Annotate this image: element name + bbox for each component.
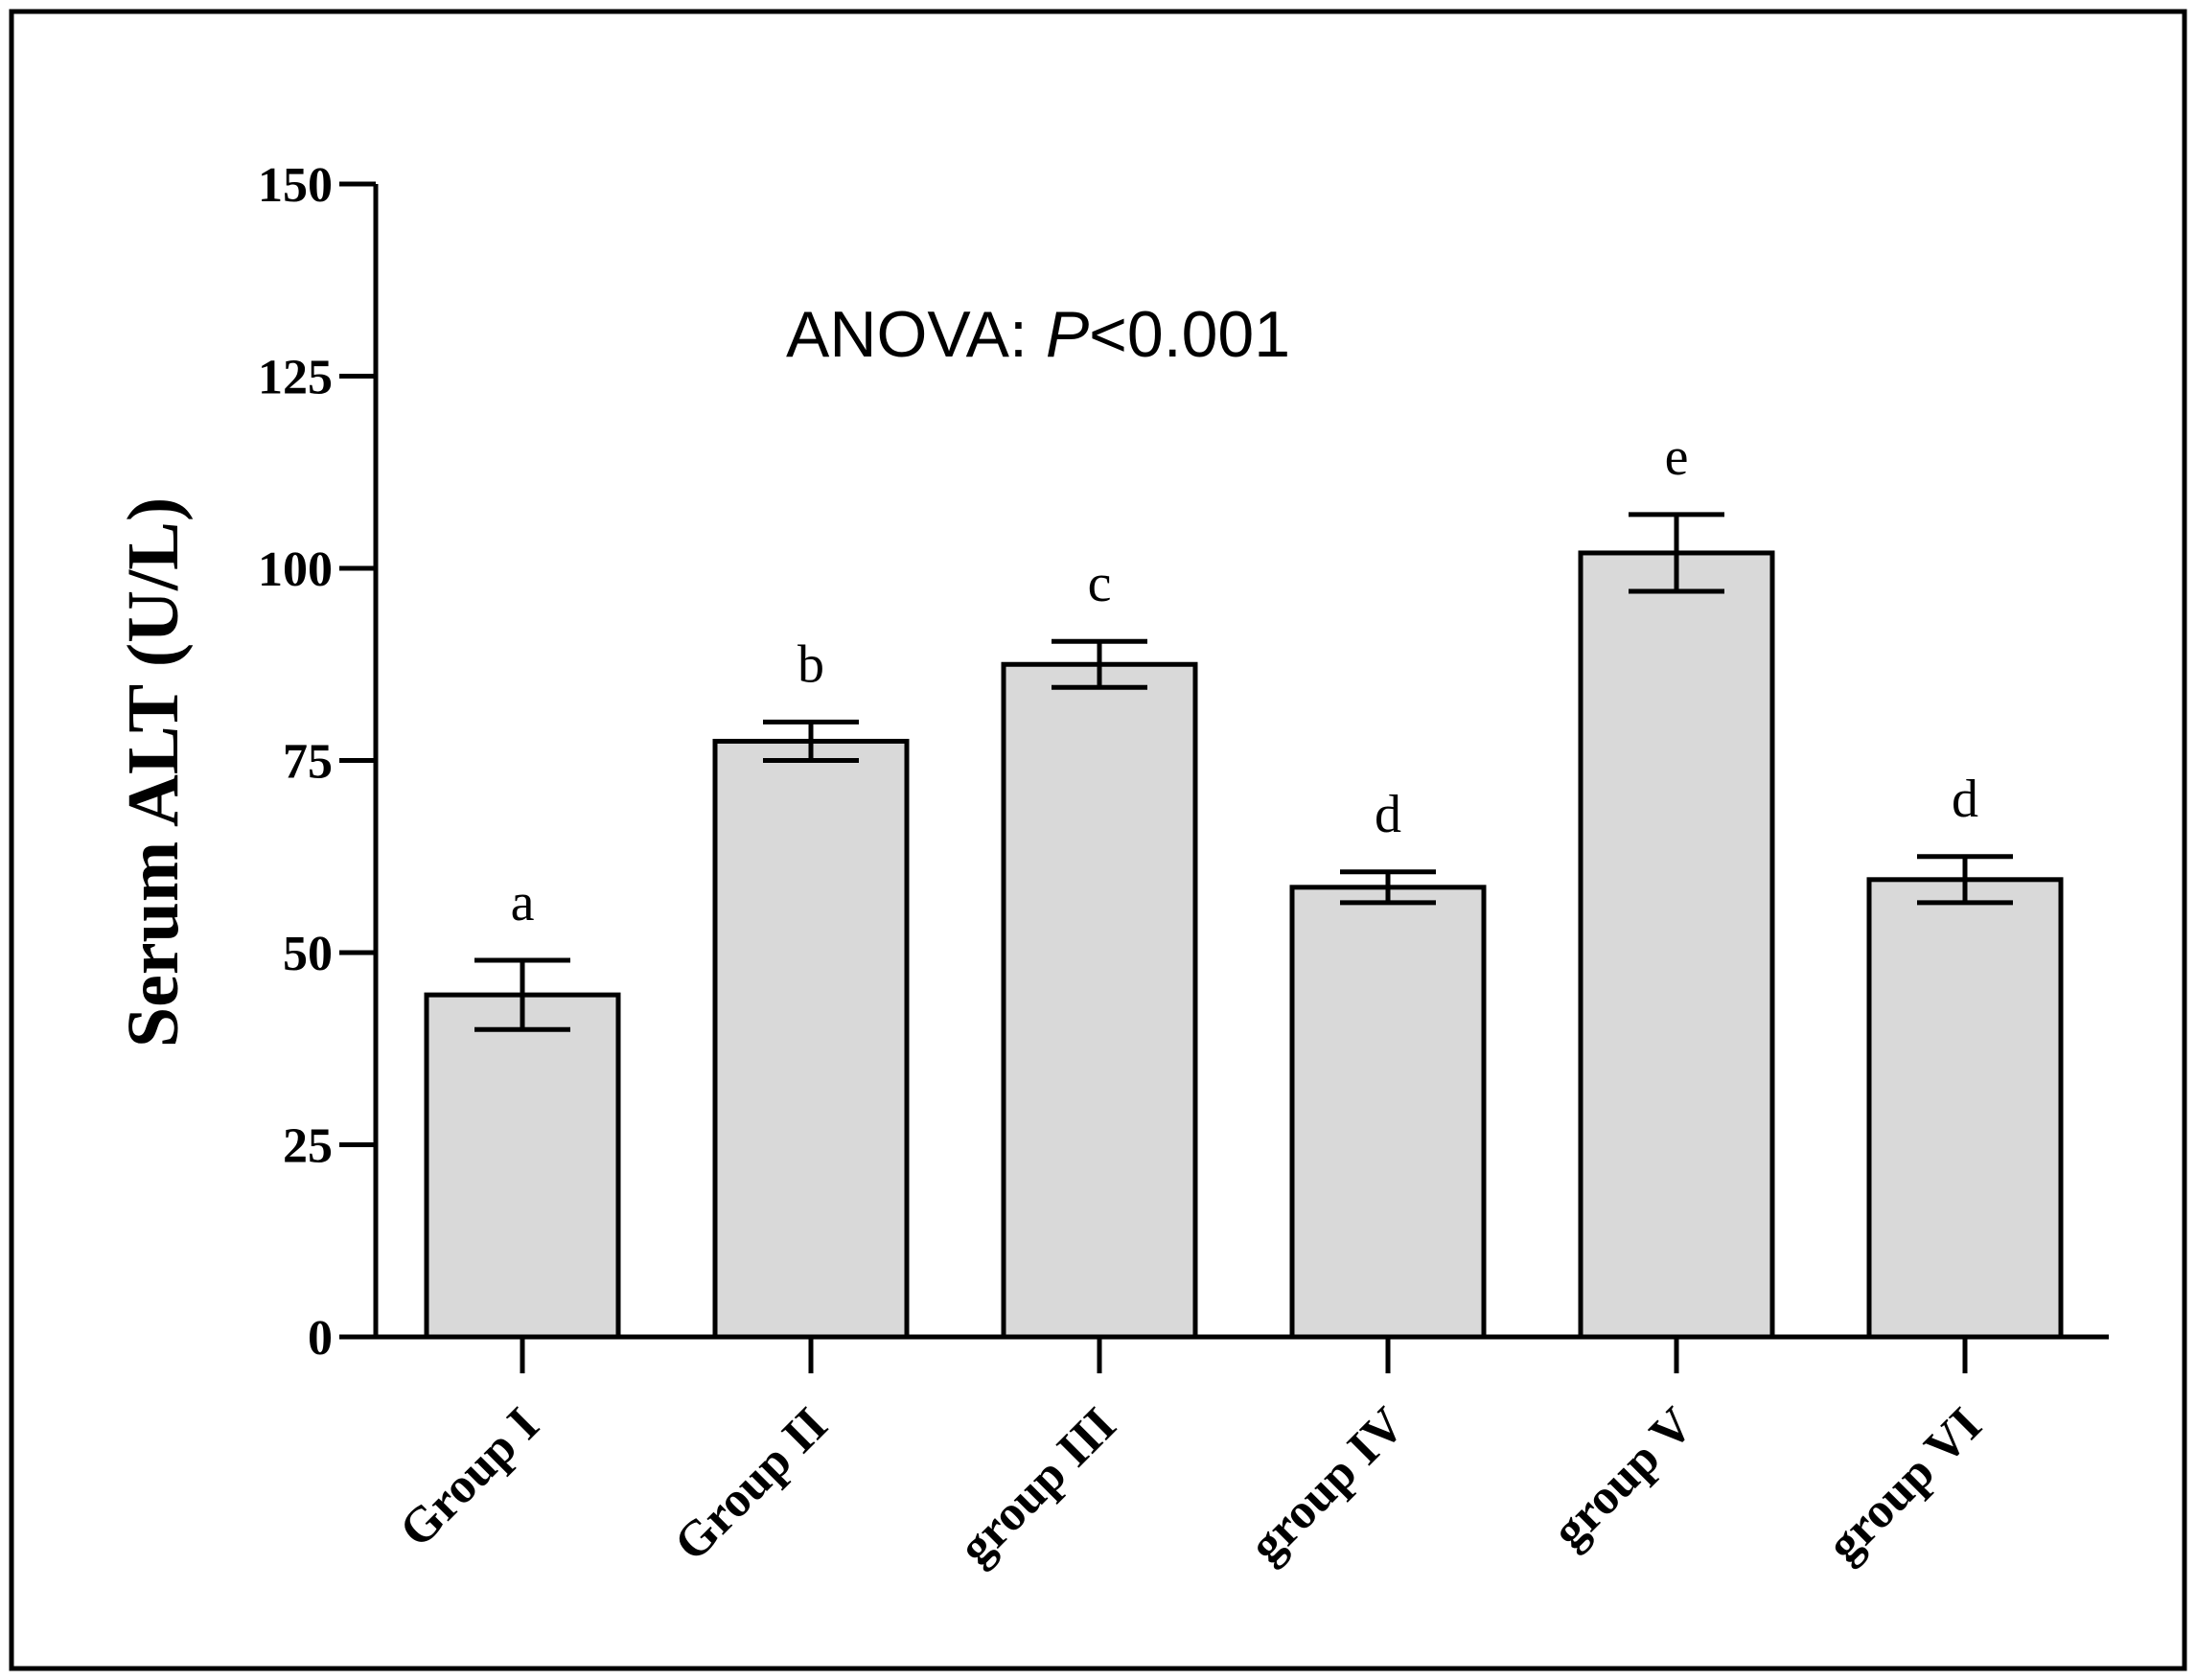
y-tick-label: 0: [308, 1311, 333, 1366]
significance-letter: a: [511, 873, 535, 932]
y-tick-label: 75: [283, 735, 333, 790]
bar: [1289, 885, 1487, 1340]
y-tick-label: 125: [258, 351, 333, 405]
bar: [712, 738, 910, 1340]
bar: [1578, 550, 1775, 1340]
y-tick-label: 150: [258, 158, 333, 213]
anova-p-value: <0.001: [1089, 298, 1290, 371]
significance-letter: d: [1375, 785, 1401, 844]
y-axis-label: Serum ALT (U/L): [113, 497, 194, 1047]
significance-letter: e: [1665, 427, 1689, 487]
y-tick-label: 25: [283, 1119, 333, 1174]
anova-annotation: ANOVA: P<0.001: [786, 298, 1290, 371]
bar: [1866, 877, 2064, 1340]
y-tick-label: 100: [258, 542, 333, 597]
anova-prefix: ANOVA:: [786, 298, 1046, 371]
anova-p-symbol: P: [1046, 298, 1089, 371]
y-tick-label: 50: [283, 927, 333, 981]
significance-letter: c: [1088, 554, 1112, 613]
bar: [424, 992, 621, 1340]
significance-letter: b: [797, 634, 824, 694]
significance-letter: d: [1952, 770, 1978, 829]
bar: [1001, 661, 1198, 1340]
